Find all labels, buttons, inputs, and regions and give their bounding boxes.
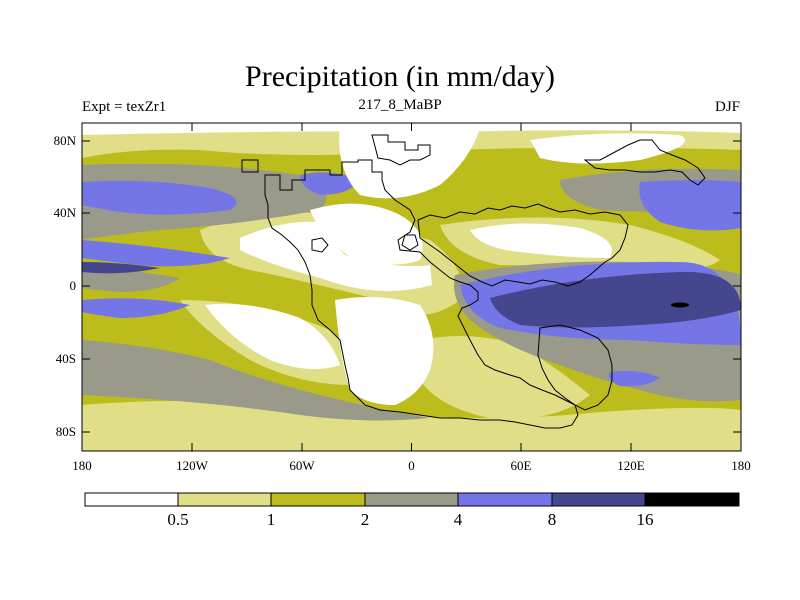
band-blue-spot: [608, 370, 660, 387]
dry-south-west-lobe: [205, 303, 340, 369]
experiment-label: Expt = texZr1: [82, 99, 167, 115]
x-tick-marks: [81, 123, 742, 451]
colorbar-label: 0.5: [167, 510, 188, 529]
coastline-small-island: [401, 234, 419, 251]
continent-outlines: [241, 134, 706, 429]
x-tick-label: 60E: [511, 458, 532, 473]
band-darkblue-west: [82, 262, 160, 274]
colorbar-swatch: [457, 492, 553, 507]
x-tick-label: 180: [731, 458, 751, 473]
colorbar-swatch: [644, 492, 740, 507]
colorbar-swatch: [551, 492, 646, 507]
colorbar-swatch: [177, 492, 272, 507]
y-tick-label: 0: [70, 278, 77, 293]
colorbar-label: 1: [267, 510, 276, 529]
x-tick-label: 180: [72, 458, 92, 473]
coastline-lake: [311, 237, 329, 253]
coastline-australia: [537, 324, 613, 411]
coastline-americas: [264, 159, 579, 429]
coastline-north-asia: [583, 139, 706, 186]
x-tick-label: 120E: [617, 458, 645, 473]
dry-central-north: [310, 203, 423, 265]
coastline-greenland: [371, 134, 431, 166]
dry-south-central: [335, 296, 434, 405]
x-tick-label: 0: [408, 458, 415, 473]
band-darkblue-east: [490, 271, 741, 328]
band-blue-west-2: [82, 298, 190, 318]
x-tick-label: 120W: [176, 458, 209, 473]
period-label: 217_8_MaBP: [358, 97, 442, 113]
colorbar-swatch: [270, 492, 366, 507]
band-blue-north-east: [639, 180, 741, 231]
colorbar-label: 8: [548, 510, 557, 529]
band-light-south-central: [420, 336, 590, 420]
dry-north-east: [530, 133, 685, 164]
colorbar-label: 16: [637, 510, 654, 529]
y-tick-label: 80S: [56, 424, 76, 439]
colorbar-swatch: [84, 492, 179, 507]
y-tick-label: 80N: [54, 133, 77, 148]
dry-east-lobe: [470, 223, 612, 258]
band-black-spot: [671, 302, 689, 308]
coastline-island: [241, 159, 259, 173]
colorbar-swatch: [364, 492, 459, 507]
precipitation-field: [82, 123, 741, 451]
dry-west-lobe: [240, 221, 432, 292]
y-tick-label: 40N: [54, 205, 77, 220]
band-blue-west-1: [82, 240, 230, 267]
band-grey-south-west: [82, 340, 430, 421]
band-blue-north-west: [82, 180, 237, 215]
coastline-eurasia: [417, 203, 629, 287]
colorbar-label: 2: [361, 510, 370, 529]
x-tick-label: 60W: [289, 458, 315, 473]
colorbar-label: 4: [454, 510, 463, 529]
map-title: Precipitation (in mm/day): [245, 60, 555, 93]
y-tick-label: 40S: [56, 351, 76, 366]
colorbar: 0.5 1 2 4 8 16: [84, 492, 740, 529]
season-label: DJF: [714, 99, 740, 115]
band-light-south: [82, 401, 741, 451]
y-tick-marks: [82, 140, 741, 433]
band-blue-north-central: [300, 172, 360, 195]
